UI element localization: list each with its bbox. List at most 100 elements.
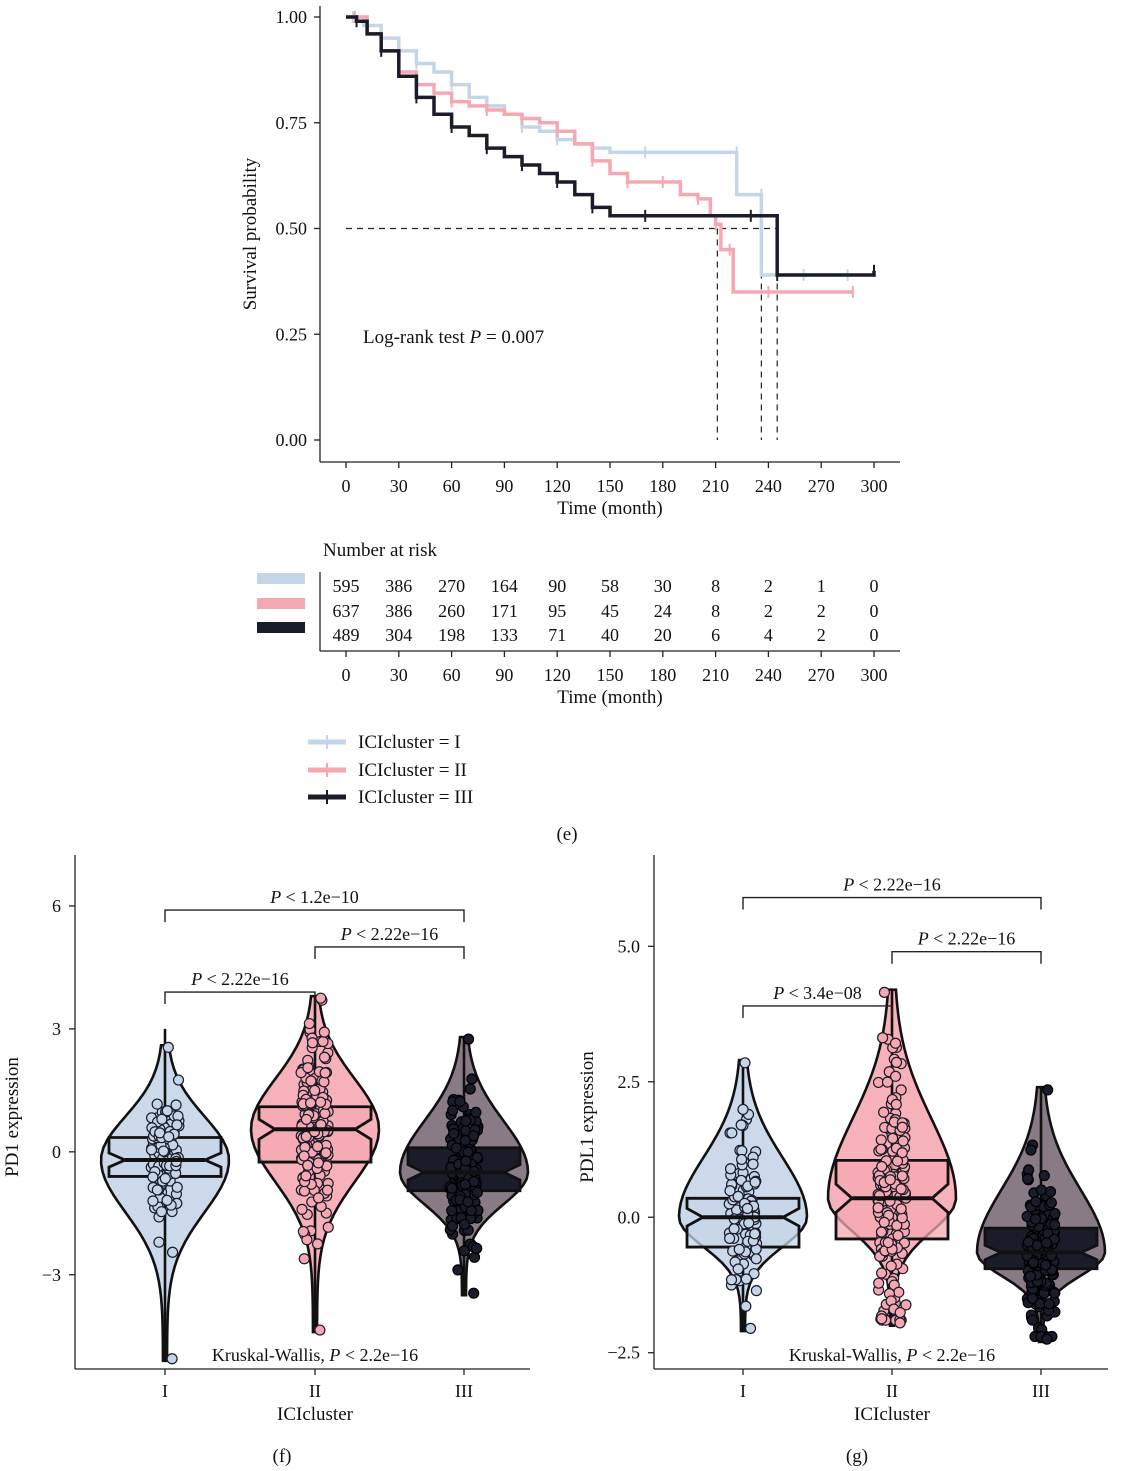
data-point bbox=[448, 1127, 460, 1140]
x-tick-label: 90 bbox=[495, 476, 513, 496]
risk-cell: 6 bbox=[711, 625, 720, 645]
risk-x-tick-label: 30 bbox=[390, 665, 408, 685]
data-point bbox=[170, 1099, 182, 1111]
data-point bbox=[317, 1035, 329, 1048]
risk-cell: 164 bbox=[491, 576, 518, 596]
data-point bbox=[450, 1142, 462, 1154]
data-point bbox=[900, 1299, 912, 1311]
legend-label-II: ICIcluster = II bbox=[358, 760, 467, 781]
data-point bbox=[747, 1158, 759, 1170]
data-point bbox=[1030, 1195, 1042, 1208]
data-point bbox=[887, 1132, 899, 1144]
data-point bbox=[318, 1026, 330, 1038]
data-point bbox=[1049, 1287, 1061, 1299]
data-point bbox=[1043, 1298, 1055, 1310]
comparison-label: P < 2.22e−16 bbox=[340, 924, 438, 944]
data-point bbox=[895, 1203, 907, 1215]
x-tick-label: II bbox=[886, 1381, 898, 1401]
risk-row-swatch bbox=[257, 622, 305, 633]
data-point bbox=[298, 1253, 310, 1265]
data-point bbox=[302, 1159, 314, 1171]
data-point bbox=[446, 1220, 459, 1232]
data-point bbox=[318, 1051, 331, 1063]
x-tick-label: 300 bbox=[861, 476, 888, 496]
risk-table-title: Number at risk bbox=[323, 540, 437, 561]
data-point bbox=[882, 1236, 894, 1249]
data-point bbox=[322, 1221, 334, 1233]
data-point bbox=[159, 1172, 171, 1185]
data-point bbox=[725, 1274, 738, 1286]
data-point bbox=[876, 1160, 888, 1173]
data-point bbox=[872, 1202, 884, 1214]
data-point bbox=[890, 1098, 902, 1110]
risk-cell: 95 bbox=[548, 601, 566, 621]
x-tick-label: I bbox=[740, 1381, 746, 1401]
risk-x-tick-label: 240 bbox=[755, 665, 782, 685]
data-point bbox=[460, 1155, 472, 1167]
comparison-bracket bbox=[891, 951, 1042, 964]
data-point bbox=[1045, 1197, 1057, 1209]
y-tick-label: −3 bbox=[42, 1265, 61, 1285]
data-point bbox=[458, 1245, 470, 1257]
data-point bbox=[737, 1103, 749, 1116]
data-point bbox=[171, 1181, 183, 1193]
risk-cell: 637 bbox=[333, 601, 360, 621]
data-point bbox=[306, 1037, 319, 1049]
risk-cell: 24 bbox=[654, 601, 672, 621]
data-point bbox=[163, 1131, 175, 1143]
data-point bbox=[320, 1147, 332, 1159]
x-axis-title: ICIcluster bbox=[277, 1404, 354, 1425]
data-point bbox=[1041, 1333, 1053, 1345]
data-point bbox=[740, 1273, 752, 1285]
comparison-bracket bbox=[314, 946, 465, 959]
data-point bbox=[750, 1285, 763, 1297]
data-point bbox=[877, 1032, 889, 1044]
risk-cell: 1 bbox=[817, 576, 826, 596]
panel-label-f: (f) bbox=[273, 1446, 292, 1467]
y-tick-label: 0 bbox=[52, 1142, 61, 1162]
data-point bbox=[300, 1130, 312, 1143]
data-point bbox=[875, 1134, 887, 1146]
risk-cell: 40 bbox=[601, 625, 619, 645]
data-point bbox=[741, 1202, 754, 1215]
km-curve-I bbox=[346, 15, 848, 277]
y-tick-label: 5.0 bbox=[618, 936, 641, 956]
kruskal-wallis-label: Kruskal-Wallis, P < 2.2e−16 bbox=[789, 1345, 995, 1365]
data-point bbox=[890, 1056, 903, 1068]
data-point bbox=[1049, 1219, 1061, 1231]
data-point bbox=[314, 1324, 326, 1336]
data-point bbox=[1026, 1314, 1039, 1326]
risk-cell: 2 bbox=[764, 576, 773, 596]
x-tick-label: II bbox=[309, 1381, 321, 1401]
data-point bbox=[319, 1107, 331, 1120]
y-axis-title: PDL1 expression bbox=[577, 1051, 598, 1183]
data-point bbox=[466, 1073, 478, 1085]
risk-cell: 0 bbox=[870, 625, 879, 645]
data-point bbox=[878, 1106, 890, 1118]
data-point bbox=[462, 1196, 474, 1208]
data-point bbox=[147, 1171, 159, 1183]
data-point bbox=[305, 1097, 317, 1109]
risk-cell: 489 bbox=[333, 625, 360, 645]
data-point bbox=[298, 1150, 310, 1162]
data-point bbox=[145, 1144, 158, 1156]
data-point bbox=[297, 1225, 309, 1238]
data-point bbox=[1044, 1186, 1057, 1198]
data-point bbox=[161, 1105, 173, 1117]
data-point bbox=[460, 1115, 472, 1127]
data-point bbox=[892, 1229, 904, 1242]
y-tick-label: 0.25 bbox=[276, 324, 308, 344]
x-tick-label: 60 bbox=[443, 476, 461, 496]
risk-cell: 0 bbox=[870, 576, 879, 596]
data-point bbox=[732, 1190, 744, 1202]
risk-cell: 58 bbox=[601, 576, 619, 596]
x-axis-title: ICIcluster bbox=[854, 1404, 931, 1425]
data-point bbox=[881, 1076, 894, 1088]
data-point bbox=[157, 1145, 170, 1157]
data-point bbox=[471, 1242, 483, 1254]
data-point bbox=[1027, 1256, 1040, 1269]
data-point bbox=[162, 1041, 174, 1053]
data-point bbox=[315, 992, 327, 1004]
risk-cell: 2 bbox=[764, 601, 773, 621]
